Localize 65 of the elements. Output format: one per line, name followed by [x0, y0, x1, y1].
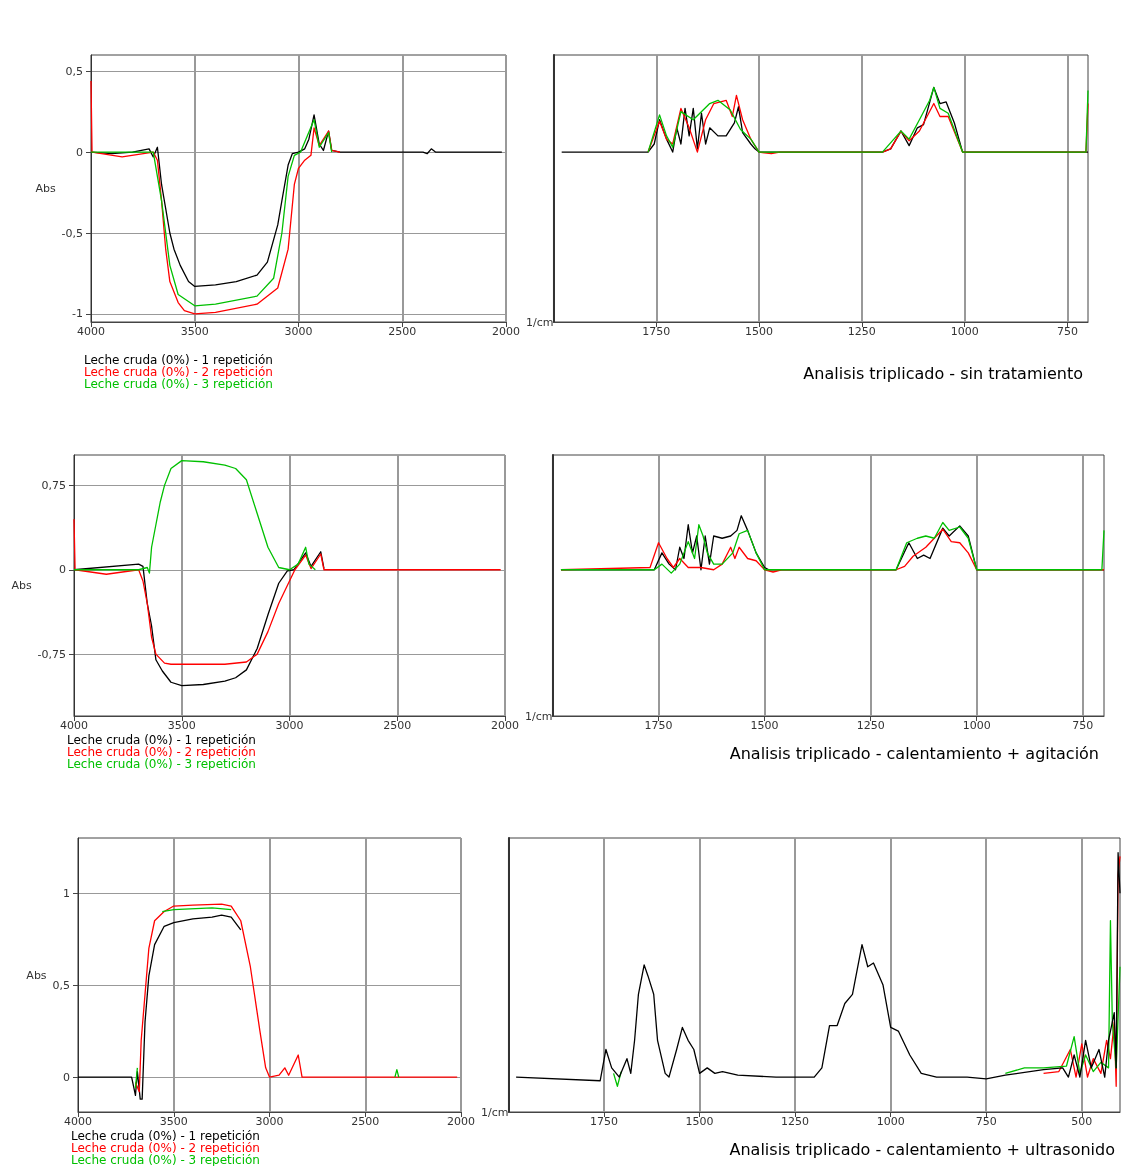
y-tick-label: 0,5	[65, 64, 83, 78]
x-axis-title: 1/cm	[525, 709, 553, 723]
y-tick-label: 0	[63, 1070, 70, 1084]
x-axis-title: 1/cm	[481, 1105, 509, 1119]
line-series	[90, 119, 333, 307]
line-series	[134, 903, 458, 1093]
x-tick-label: 1750	[644, 719, 673, 732]
x-tick-label: 3000	[255, 1115, 284, 1128]
text: Analisis triplicado - calentamiento + ultrasonido	[729, 1139, 1115, 1159]
y-tick-label: -1	[72, 307, 83, 321]
text: Leche cruda (0%) - 3 repetición	[84, 377, 273, 391]
x-tick-label: 2500	[383, 719, 412, 732]
line-series	[77, 914, 242, 1100]
x-tick-label: 1500	[750, 719, 779, 732]
x-tick-label: 1250	[856, 719, 885, 732]
text: Leche cruda (0%) - 2 repetición	[71, 1141, 260, 1155]
x-tick-label: 3000	[275, 719, 304, 732]
line-series	[90, 80, 341, 315]
x-axis-title: 1/cm	[526, 315, 554, 329]
x-tick-label: 1750	[590, 1115, 619, 1128]
x-tick-label: 1750	[642, 325, 671, 338]
text: Leche cruda (0%) - 3 repetición	[71, 1153, 260, 1166]
text: Leche cruda (0%) - 3 repetición	[67, 757, 256, 771]
y-tick-label: -0,5	[61, 226, 83, 240]
y-axis-title: Abs	[35, 182, 56, 195]
y-tick-label: 0	[76, 145, 83, 159]
x-tick-label: 4000	[77, 325, 105, 338]
y-axis-title: Abs	[26, 968, 47, 982]
text: Leche cruda (0%) - 2 repetición	[84, 365, 273, 379]
x-tick-label: 1000	[962, 719, 991, 732]
x-tick-label: 750	[1072, 719, 1094, 732]
text: Leche cruda (0%) - 1 repetición	[71, 1129, 260, 1143]
text: Analisis triplicado - sin tratamiento	[803, 363, 1083, 383]
x-tick-label: 2500	[388, 325, 417, 338]
x-tick-label: 2000	[492, 325, 520, 338]
y-tick-label: 0,5	[52, 978, 70, 992]
text: Leche cruda (0%) - 1 repetición	[84, 353, 273, 367]
x-tick-label: 3500	[180, 325, 209, 338]
y-tick-label: 0	[59, 563, 66, 577]
x-tick-label: 1000	[876, 1115, 905, 1128]
y-axis-title: Abs	[11, 579, 32, 592]
x-tick-label: 4000	[60, 719, 88, 732]
x-tick-label: 2500	[351, 1115, 380, 1128]
y-tick-label: 1	[63, 886, 70, 900]
line-series	[73, 518, 502, 665]
x-tick-label: 1500	[685, 1115, 714, 1128]
x-tick-label: 750	[975, 1115, 997, 1128]
x-tick-label: 3500	[167, 719, 196, 732]
line-series	[73, 459, 317, 574]
y-tick-label: 0,75	[41, 478, 66, 492]
x-tick-label: 3000	[284, 325, 313, 338]
x-tick-label: 500	[1071, 1115, 1093, 1128]
text: Leche cruda (0%) - 1 repetición	[67, 733, 256, 747]
x-tick-label: 3500	[159, 1115, 188, 1128]
y-tick-label: -0,75	[37, 647, 66, 661]
x-tick-label: 2000	[447, 1115, 475, 1128]
x-tick-label: 2000	[491, 719, 519, 732]
x-tick-label: 1000	[950, 325, 979, 338]
text: Leche cruda (0%) - 2 repetición	[67, 745, 256, 759]
x-tick-label: 1500	[745, 325, 774, 338]
x-tick-label: 1250	[781, 1115, 810, 1128]
x-tick-label: 750	[1056, 325, 1078, 338]
x-tick-label: 4000	[64, 1115, 92, 1128]
text: Analisis triplicado - calentamiento + agitación	[729, 743, 1100, 763]
x-tick-label: 1250	[847, 325, 876, 338]
